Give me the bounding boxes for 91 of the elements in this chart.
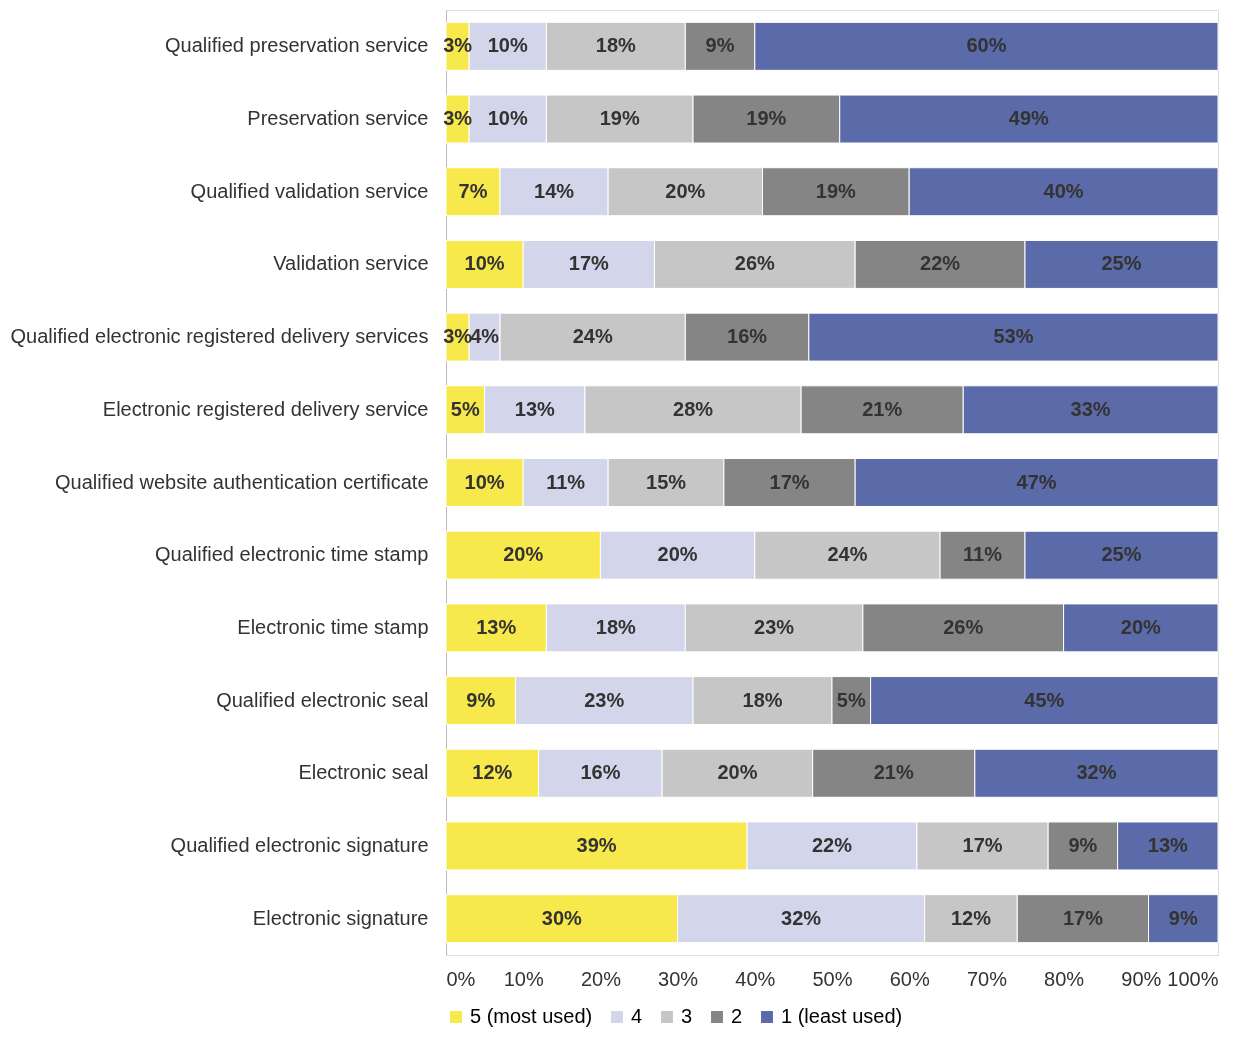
- y-tick-label: Qualified electronic registered delivery services: [10, 325, 429, 348]
- data-label: 22%: [811, 833, 853, 856]
- legend-label: 3: [681, 1005, 693, 1027]
- data-label: 18%: [595, 34, 637, 57]
- data-label: 4%: [470, 325, 500, 348]
- data-label: 15%: [646, 470, 687, 493]
- data-label: 47%: [1016, 470, 1057, 493]
- x-tick-label: 100%: [1167, 967, 1219, 990]
- data-label: 20%: [717, 761, 758, 784]
- data-label: 17%: [769, 470, 810, 493]
- data-label: 11%: [546, 470, 586, 493]
- legend-label: 1 (least used): [781, 1005, 903, 1027]
- data-label: 40%: [1043, 179, 1084, 202]
- data-label: 14%: [534, 179, 575, 202]
- data-label: 21%: [862, 397, 903, 420]
- x-tick-label: 40%: [735, 967, 776, 990]
- data-label: 12%: [472, 761, 513, 784]
- data-label: 20%: [657, 543, 698, 566]
- y-tick-label: Qualified preservation service: [165, 34, 429, 57]
- data-label: 9%: [1068, 833, 1098, 856]
- data-label: 13%: [514, 397, 556, 420]
- x-tick-label: 20%: [580, 967, 622, 990]
- data-label: 26%: [943, 615, 984, 638]
- y-tick-label: Electronic time stamp: [237, 615, 429, 638]
- data-label: 20%: [1120, 615, 1162, 638]
- y-tick-label: Qualified electronic time stamp: [155, 543, 429, 566]
- y-tick-label: Electronic registered delivery service: [102, 397, 429, 420]
- x-tick-label: 80%: [1044, 967, 1085, 990]
- data-label: 25%: [1101, 252, 1142, 275]
- y-tick-label: Electronic signature: [252, 906, 429, 929]
- data-label: 19%: [815, 179, 857, 202]
- data-label: 7%: [458, 179, 488, 202]
- data-label: 22%: [920, 252, 961, 275]
- data-label: 49%: [1008, 107, 1050, 130]
- x-tick-label: 70%: [966, 967, 1008, 990]
- y-tick-label: Qualified website authentication certificate: [54, 470, 429, 493]
- data-label: 23%: [754, 615, 795, 638]
- data-label: 28%: [673, 397, 714, 420]
- data-label: 5%: [450, 397, 480, 420]
- data-label: 5%: [836, 688, 866, 711]
- data-label: 24%: [572, 325, 613, 348]
- data-label: 33%: [1070, 397, 1111, 420]
- y-tick-label: Qualified electronic seal: [216, 688, 429, 711]
- data-label: 18%: [742, 688, 783, 711]
- data-label: 9%: [466, 688, 496, 711]
- data-label: 17%: [962, 833, 1003, 856]
- data-label: 45%: [1024, 688, 1065, 711]
- data-label: 23%: [584, 688, 625, 711]
- data-label: 16%: [580, 761, 621, 784]
- data-label: 32%: [1076, 761, 1117, 784]
- legend-label: 5 (most used): [470, 1005, 593, 1027]
- y-tick-label: Preservation service: [247, 107, 429, 130]
- data-label: 39%: [576, 833, 617, 856]
- data-label: 21%: [873, 761, 914, 784]
- x-tick-label: 10%: [503, 967, 544, 990]
- data-label: 20%: [665, 179, 706, 202]
- data-label: 30%: [541, 906, 583, 929]
- data-label: 10%: [487, 107, 528, 130]
- data-label: 9%: [705, 34, 735, 57]
- y-tick-label: Electronic seal: [298, 761, 429, 784]
- data-label: 19%: [746, 107, 787, 130]
- data-label: 17%: [1062, 906, 1104, 929]
- data-label: 13%: [1147, 833, 1189, 856]
- data-label: 9%: [1168, 906, 1198, 929]
- data-label: 13%: [476, 615, 517, 638]
- data-label: 10%: [464, 252, 505, 275]
- y-tick-label: Qualified validation service: [190, 179, 429, 202]
- data-label: 11%: [963, 543, 1003, 566]
- data-label: 53%: [993, 325, 1034, 348]
- data-label: 18%: [595, 615, 637, 638]
- x-tick-label: 90%: [1121, 967, 1162, 990]
- x-tick-label: 0%: [446, 967, 476, 990]
- data-label: 17%: [568, 252, 610, 275]
- legend-label: 2: [731, 1005, 743, 1027]
- legend-label: 4: [631, 1005, 643, 1027]
- y-tick-label: Validation service: [273, 252, 429, 275]
- data-label: 60%: [966, 34, 1007, 57]
- data-label: 24%: [827, 543, 868, 566]
- x-tick-label: 50%: [812, 967, 853, 990]
- y-tick-label: Qualified electronic signature: [170, 833, 429, 856]
- x-tick-label: 30%: [658, 967, 699, 990]
- data-label: 32%: [781, 906, 822, 929]
- data-label: 10%: [464, 470, 505, 493]
- data-label: 26%: [734, 252, 776, 275]
- data-label: 16%: [727, 325, 768, 348]
- x-tick-label: 60%: [889, 967, 930, 990]
- data-label: 12%: [950, 906, 992, 929]
- data-label: 20%: [503, 543, 544, 566]
- data-label: 25%: [1101, 543, 1142, 566]
- data-label: 19%: [599, 107, 640, 130]
- data-label: 10%: [487, 34, 528, 57]
